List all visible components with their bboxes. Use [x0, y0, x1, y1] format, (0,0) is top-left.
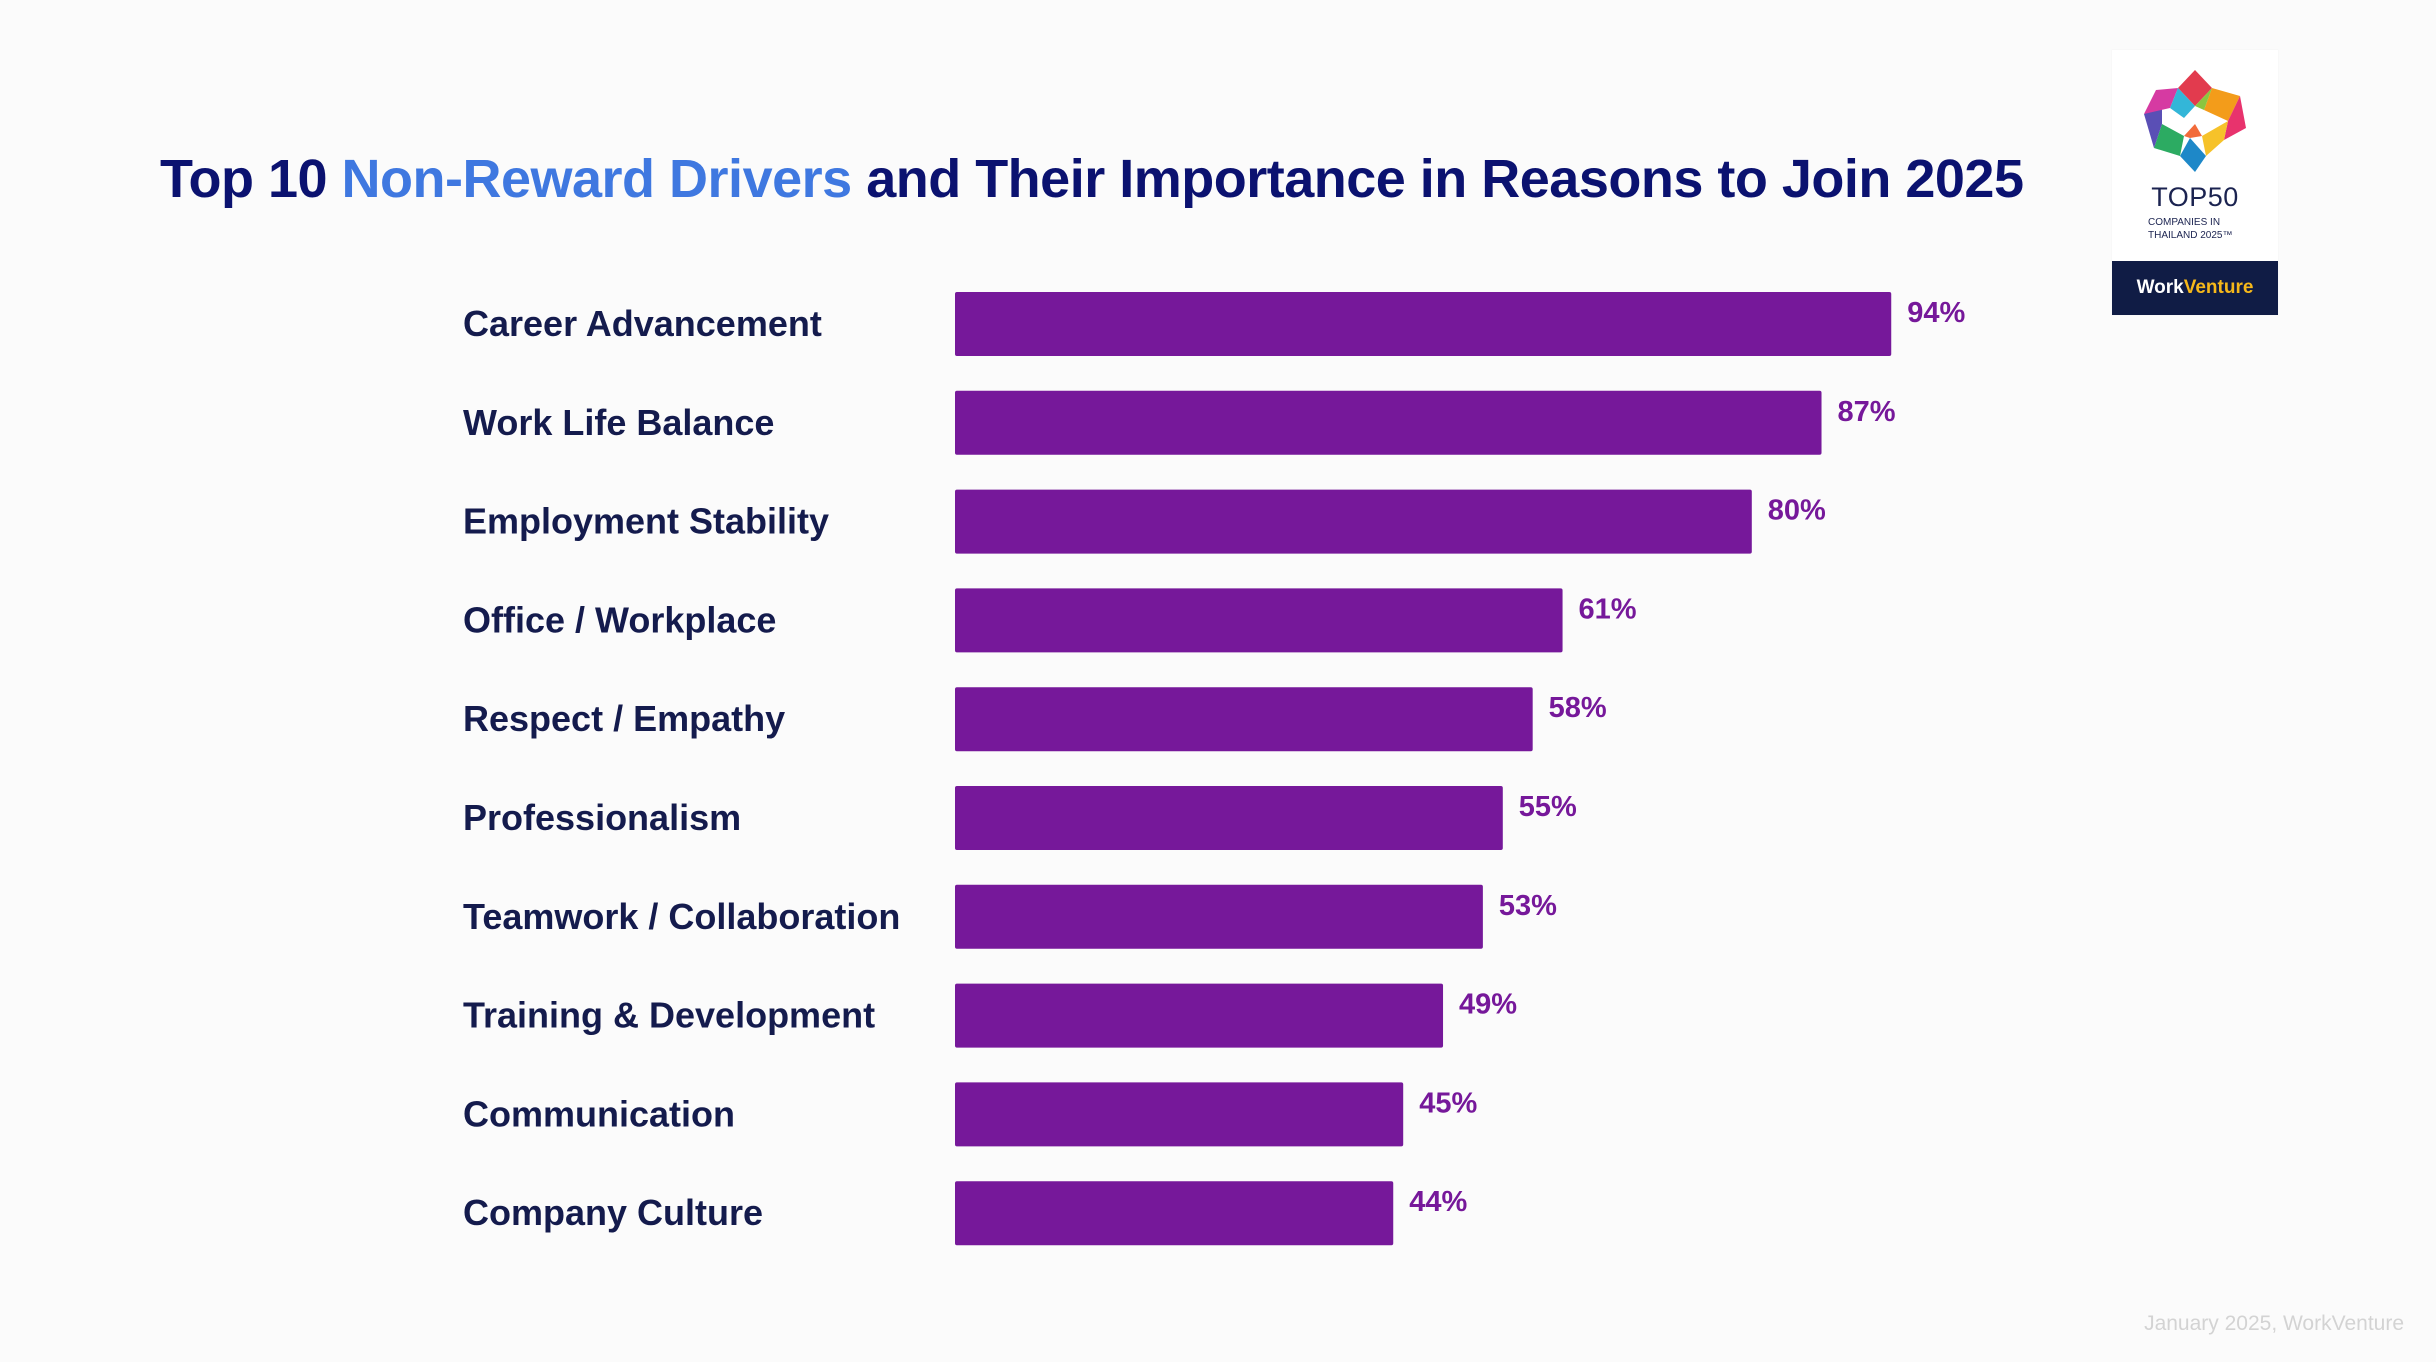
category-label: Communication	[463, 1093, 735, 1134]
category-label: Company Culture	[463, 1192, 763, 1233]
bar	[955, 983, 1444, 1048]
value-label: 45%	[1419, 1087, 1477, 1119]
badge-subtitle: COMPANIES IN THAILAND 2025™	[2148, 216, 2258, 242]
value-label: 44%	[1409, 1186, 1467, 1218]
colorful-star-logo-icon	[2144, 70, 2246, 172]
category-label: Professionalism	[463, 797, 741, 838]
brand-venture: Venture	[2183, 277, 2254, 298]
workventure-logo: WorkVenture	[2112, 261, 2278, 315]
source-note: January 2025, WorkVenture	[2144, 1312, 2404, 1335]
title-part-1: Top 10	[160, 149, 342, 209]
value-label: 61%	[1579, 593, 1637, 625]
bar	[955, 489, 1752, 554]
category-label: Teamwork / Collaboration	[463, 896, 900, 937]
value-label: 58%	[1549, 692, 1607, 724]
category-label: Career Advancement	[463, 303, 822, 344]
value-label: 87%	[1838, 396, 1896, 428]
value-label: 49%	[1459, 989, 1517, 1021]
category-label: Office / Workplace	[463, 599, 776, 640]
chart-title: Top 10 Non-Reward Drivers and Their Impo…	[160, 148, 2024, 210]
brand-work: Work	[2136, 277, 2184, 298]
bar	[955, 1181, 1394, 1246]
bar	[955, 588, 1563, 653]
bar	[955, 687, 1533, 752]
category-label: Employment Stability	[463, 501, 829, 542]
category-label: Work Life Balance	[463, 402, 774, 443]
bar	[955, 390, 1822, 455]
bar	[955, 1082, 1404, 1147]
value-label: 94%	[1907, 297, 1965, 329]
bar	[955, 786, 1503, 850]
value-label: 53%	[1499, 890, 1557, 922]
badge-sub-line-2: THAILAND 2025™	[2148, 230, 2233, 241]
category-label: Respect / Empathy	[463, 698, 785, 739]
title-part-2: and Their Importance in Reasons to Join …	[851, 149, 2024, 209]
title-highlight: Non-Reward Drivers	[341, 149, 853, 209]
bar	[955, 292, 1892, 356]
category-label: Training & Development	[463, 995, 875, 1036]
value-label: 55%	[1519, 791, 1577, 823]
bar	[955, 884, 1483, 949]
badge-top50-text: TOP50	[2151, 182, 2239, 212]
badge-sub-line-1: COMPANIES IN	[2148, 217, 2221, 228]
value-label: 80%	[1768, 495, 1826, 527]
top50-badge: TOP50 COMPANIES IN THAILAND 2025™ WorkVe…	[2112, 50, 2278, 315]
